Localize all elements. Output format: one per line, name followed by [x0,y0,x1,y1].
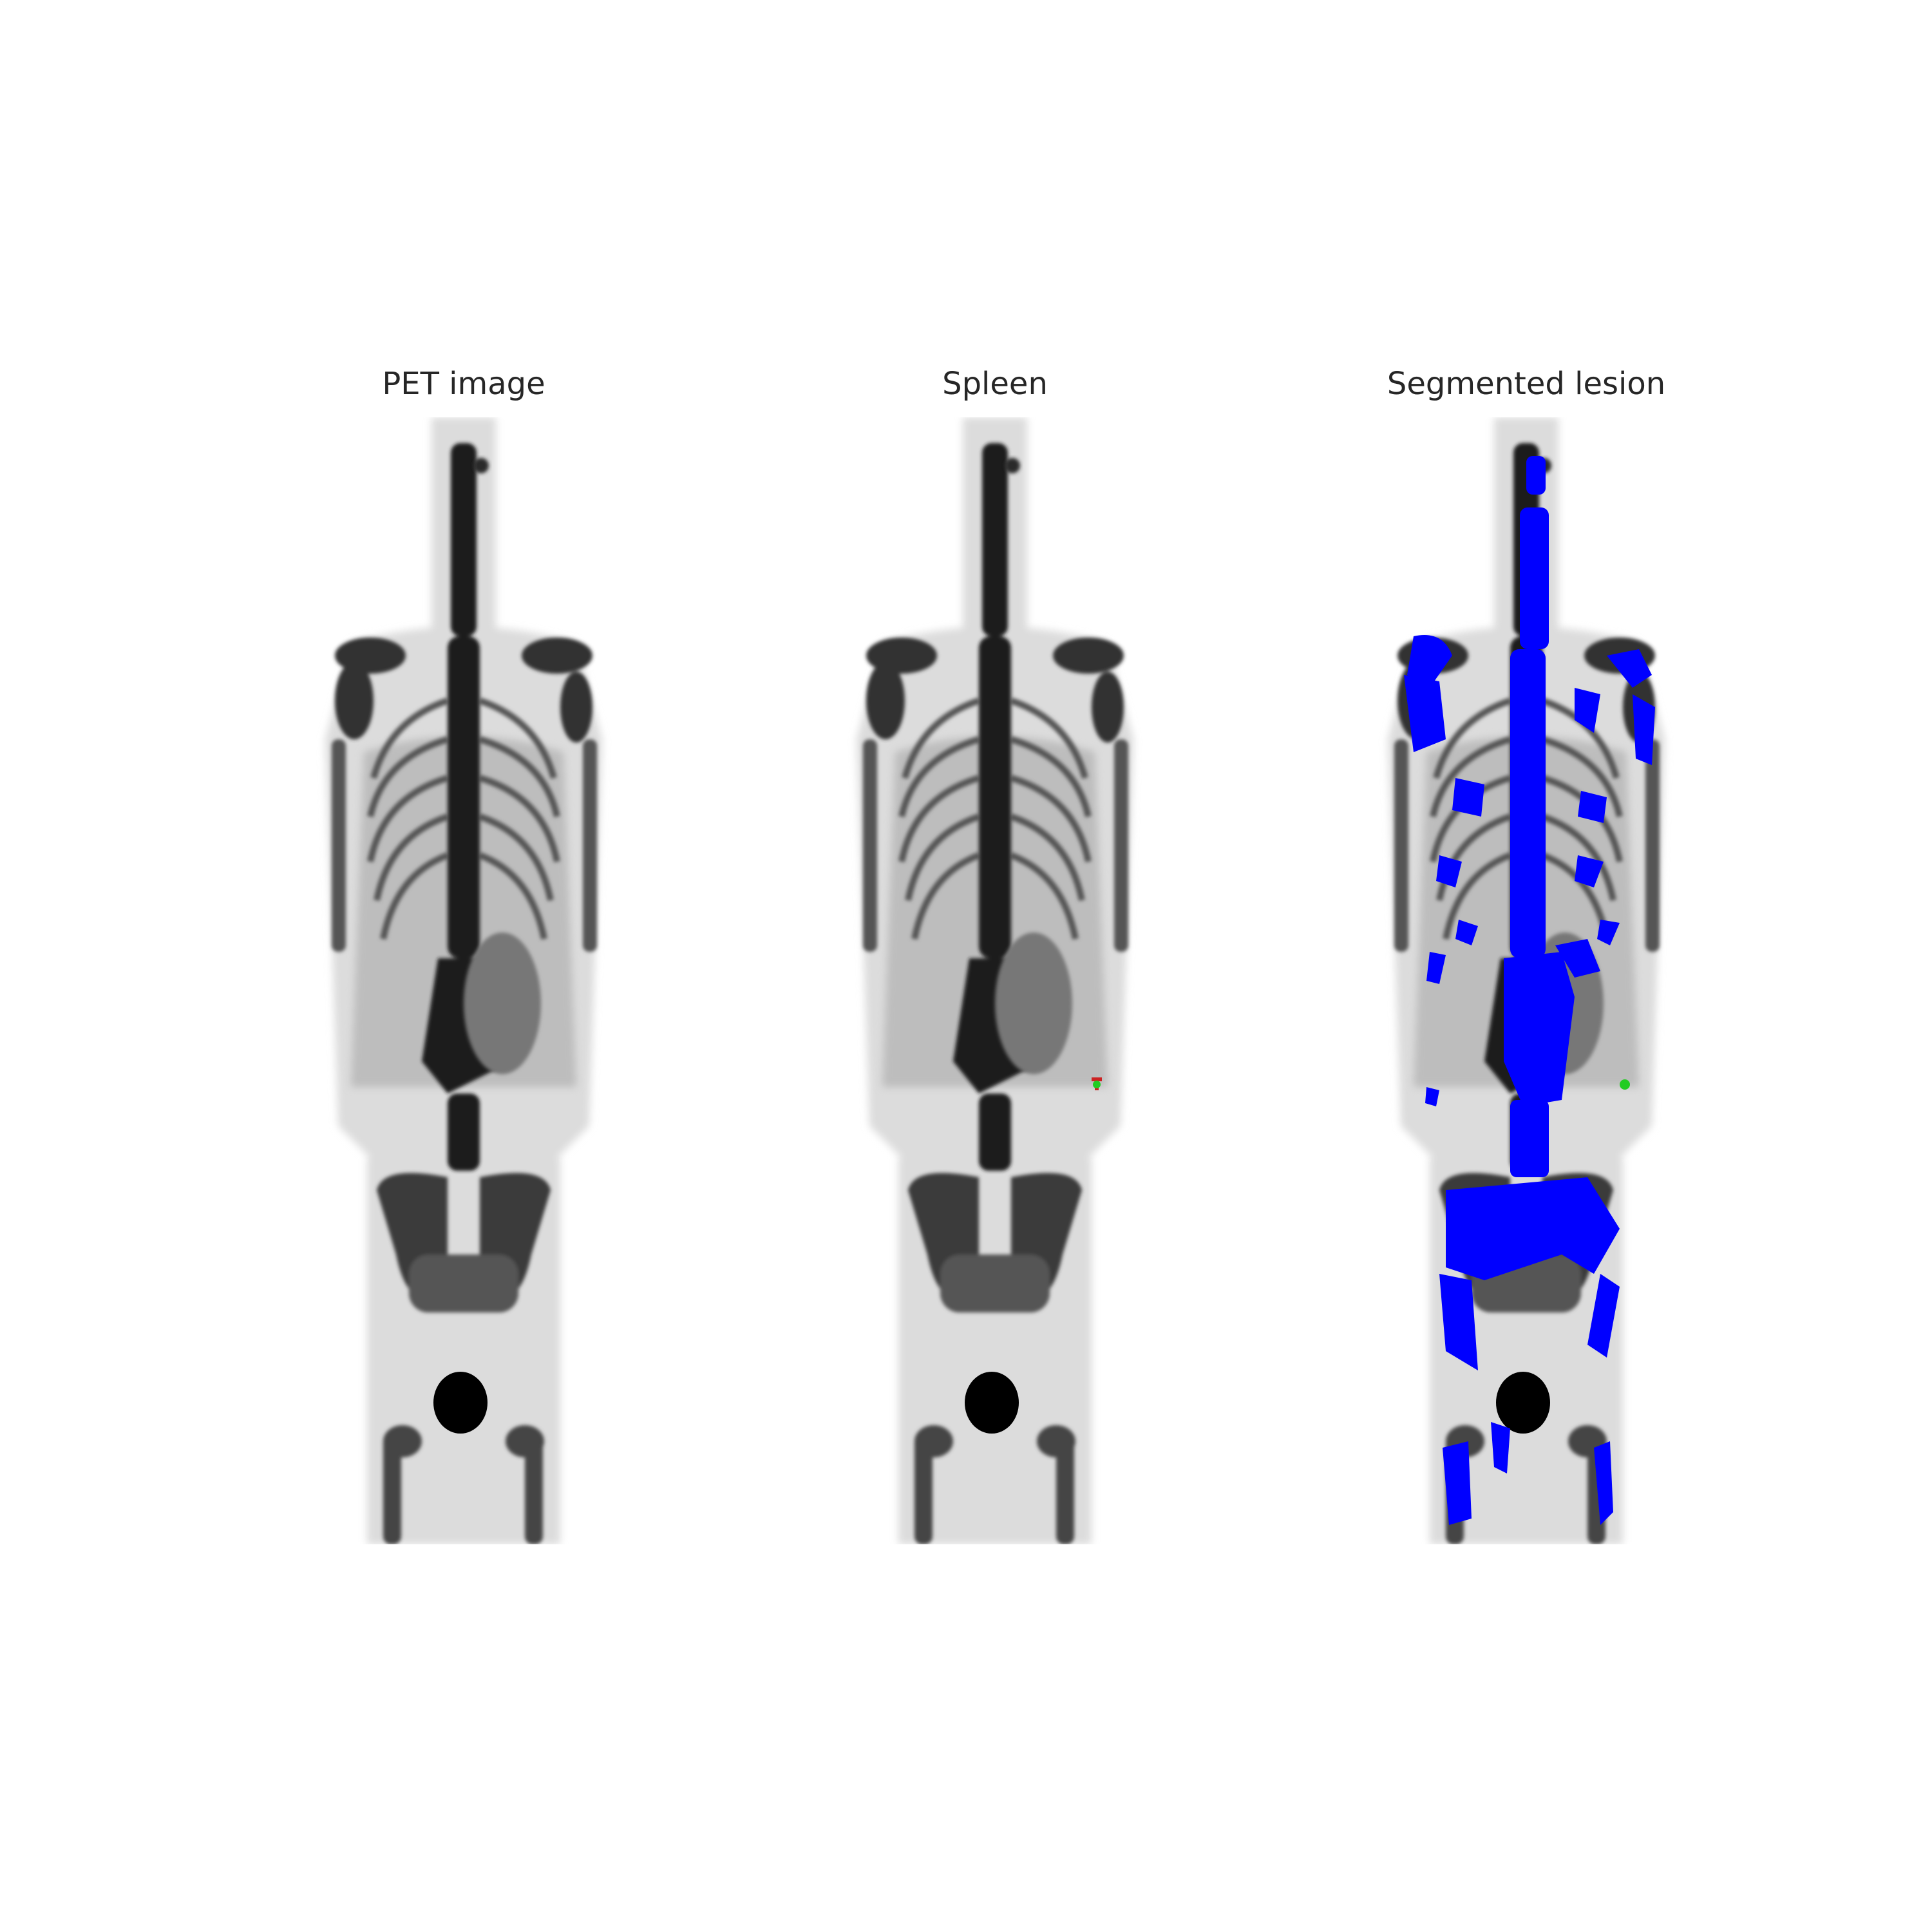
spleen-image [786,417,1204,1544]
panel-title-spleen: Spleen [942,366,1048,402]
lesion-reference-marker-icon [1620,1079,1630,1090]
lesion-panel [1317,417,1736,1544]
lesion-mask [1404,456,1655,1525]
spleen-marker-icon [1092,1077,1102,1090]
panel-title-lesion: Segmented lesion [1387,366,1666,402]
lesion-image [1317,417,1736,1544]
pet-image-panel [254,417,673,1544]
spleen-panel [786,417,1204,1544]
pet-image [254,417,673,1544]
panel-title-pet: PET image [382,366,545,402]
